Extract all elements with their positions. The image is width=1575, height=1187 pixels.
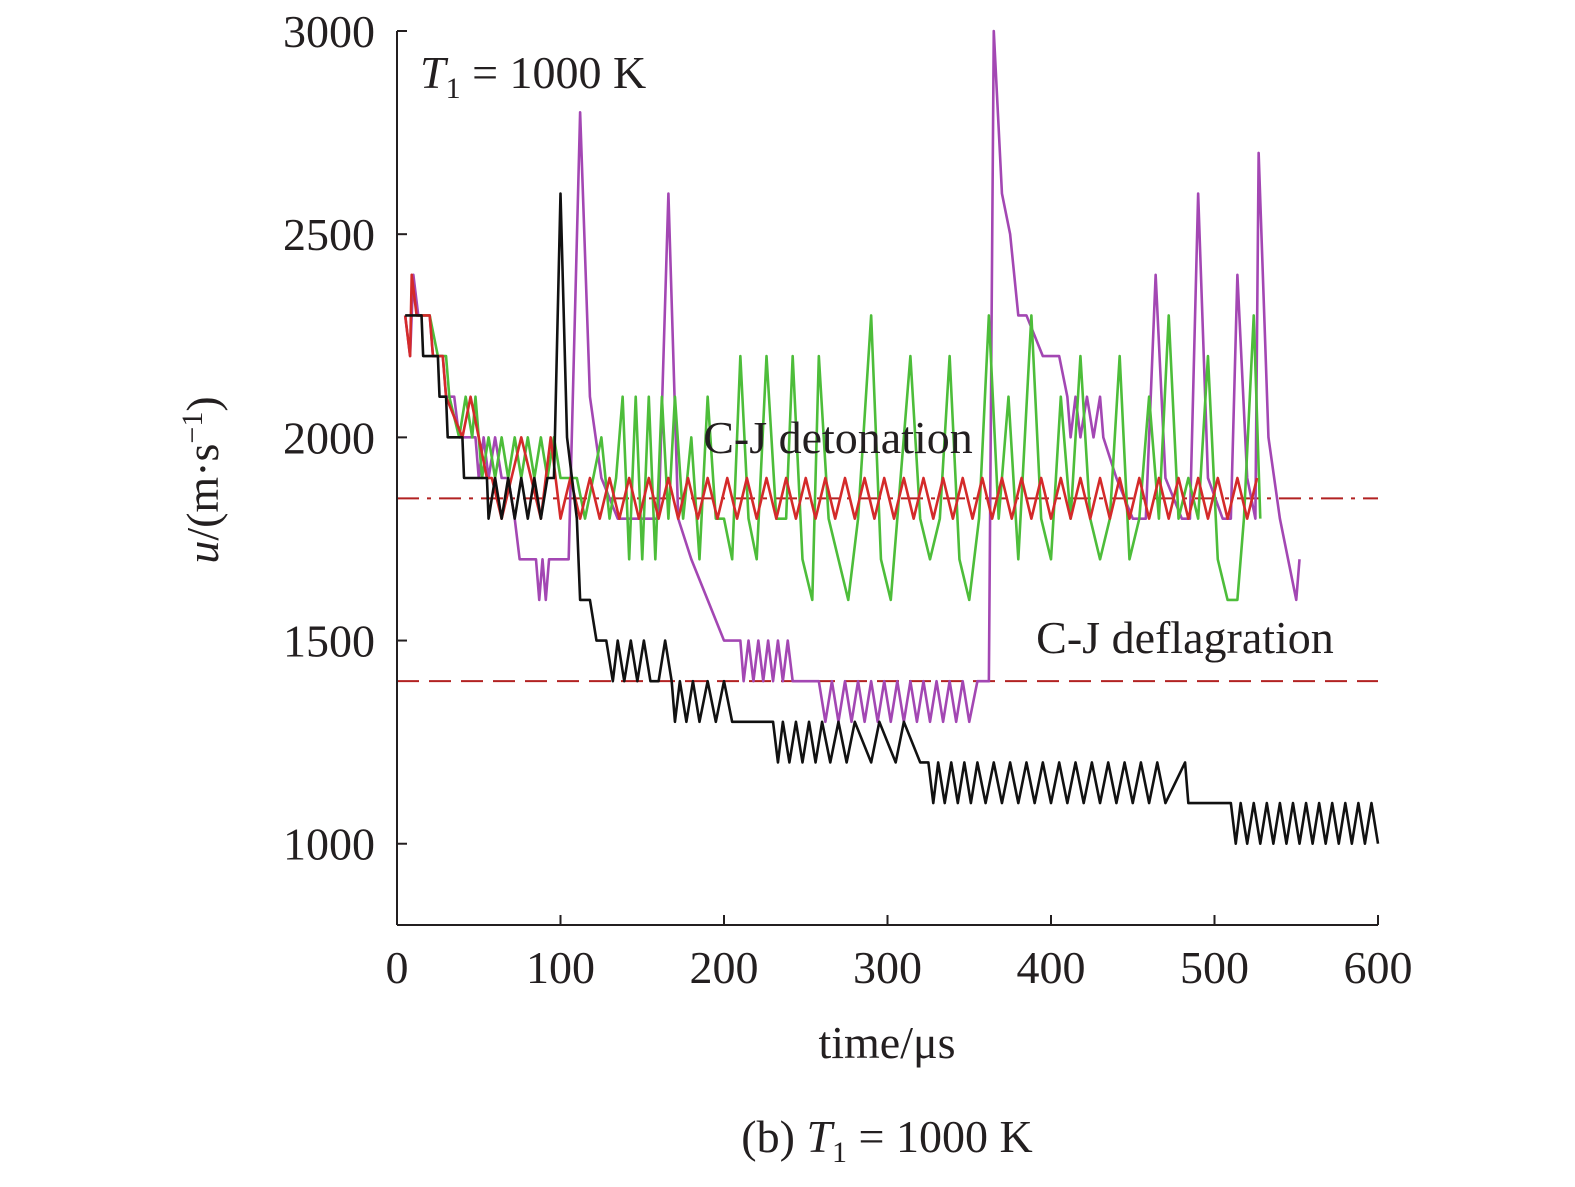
caption-text: = 1000 K xyxy=(847,1111,1033,1162)
annotation-symbol: T xyxy=(420,47,449,98)
reference-label: C-J detonation xyxy=(703,412,973,463)
x-tick-label: 0 xyxy=(386,942,409,993)
data-line xyxy=(421,314,1262,602)
caption-prefix: (b) xyxy=(741,1111,806,1162)
y-tick-label: 1500 xyxy=(283,616,375,667)
y-tick-label: 1000 xyxy=(283,819,375,870)
y-tick-label: 2000 xyxy=(283,412,375,463)
annotation-text: = 1000 K xyxy=(461,47,647,98)
y-tick-label: 3000 xyxy=(283,6,375,57)
y-axis-superscript: −1 xyxy=(176,412,209,444)
data-line xyxy=(405,192,1380,846)
y-axis-label: u/(m·s−1) xyxy=(176,396,228,563)
x-axis-label: time/μs xyxy=(818,1017,955,1068)
caption: (b) T1 = 1000 K xyxy=(741,1111,1032,1169)
y-tick-label: 2500 xyxy=(283,209,375,260)
reference-label: C-J deflagration xyxy=(1036,612,1334,663)
x-tick-label: 400 xyxy=(1017,942,1086,993)
x-tick-label: 200 xyxy=(690,942,759,993)
data-line xyxy=(403,273,1259,520)
y-axis-unit: /(m·s xyxy=(177,444,228,541)
x-tick-label: 500 xyxy=(1180,942,1249,993)
caption-subscript: 1 xyxy=(832,1136,847,1169)
x-tick-label: 300 xyxy=(853,942,922,993)
y-axis-symbol: u xyxy=(177,541,228,564)
caption-symbol: T xyxy=(806,1111,835,1162)
x-tick-label: 600 xyxy=(1344,942,1413,993)
y-axis-unit-end: ) xyxy=(177,396,228,411)
annotation-subscript: 1 xyxy=(446,72,461,105)
annotation: T1 = 1000 K xyxy=(420,47,646,105)
x-tick-label: 100 xyxy=(526,942,595,993)
